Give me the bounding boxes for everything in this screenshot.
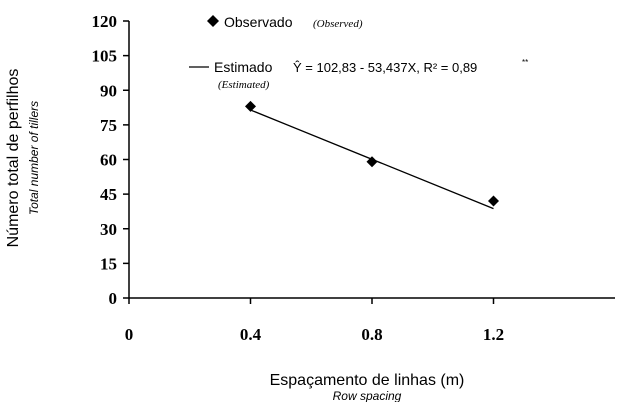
legend-observed-label: Observado	[224, 14, 293, 30]
y-axis-title: Número total de perfilhos	[5, 69, 22, 248]
y-ticks: 0 15 30 45 60 75 90 105 120	[92, 12, 129, 308]
x-axis-subtitle: Row spacing	[333, 389, 402, 402]
observed-point	[245, 100, 256, 112]
legend-equation: Ŷ = 102,83 - 53,437X, R² = 0,89	[293, 60, 477, 75]
legend-estimated-label-en: (Estimated)	[218, 79, 270, 91]
y-tick-label: 90	[100, 81, 117, 100]
y-tick-label: 75	[100, 116, 117, 135]
y-tick-label: 30	[100, 220, 117, 239]
observed-point	[488, 195, 499, 207]
x-tick-label: 0.4	[240, 325, 262, 344]
y-tick-label: 60	[100, 151, 117, 170]
legend-estimated-label: Estimado	[214, 59, 273, 75]
x-ticks: 0 0.4 0.8 1.2	[125, 298, 504, 344]
y-axis-subtitle: Total number of tillers	[27, 101, 41, 215]
y-tick-label: 45	[100, 185, 117, 204]
legend-observed-marker	[207, 15, 219, 27]
x-tick-label: 1.2	[483, 325, 504, 344]
legend-observed-label-en: (Observed)	[313, 18, 363, 30]
y-tick-label: 0	[109, 289, 118, 308]
legend: Observado (Observed) Estimado Ŷ = 102,83…	[189, 14, 528, 91]
y-tick-label: 120	[92, 12, 118, 31]
x-tick-label: 0	[125, 325, 134, 344]
x-axis-title: Espaçamento de linhas (m)	[270, 372, 465, 389]
y-tick-label: 15	[100, 254, 117, 273]
legend-significance: **	[522, 58, 528, 67]
observed-points	[245, 100, 499, 207]
y-tick-label: 105	[92, 47, 118, 66]
x-tick-label: 0.8	[361, 325, 382, 344]
observed-point	[366, 156, 378, 168]
